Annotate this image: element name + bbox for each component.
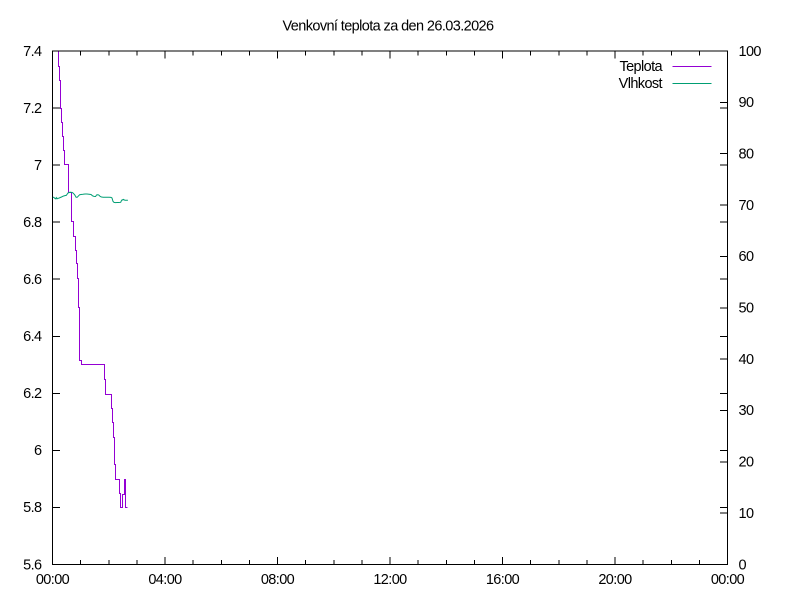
svg-text:04:00: 04:00: [148, 572, 182, 588]
svg-text:20:00: 20:00: [598, 572, 632, 588]
svg-text:90: 90: [739, 95, 754, 111]
svg-text:Venkovní teplota za den 26.03.: Venkovní teplota za den 26.03.2026: [283, 19, 495, 35]
svg-text:00:00: 00:00: [36, 572, 70, 588]
svg-text:6.4: 6.4: [23, 329, 42, 345]
svg-text:0: 0: [739, 557, 747, 573]
svg-text:7: 7: [34, 158, 42, 174]
svg-text:5.6: 5.6: [23, 557, 42, 573]
svg-text:08:00: 08:00: [261, 572, 295, 588]
svg-text:50: 50: [739, 301, 754, 317]
svg-text:80: 80: [739, 147, 754, 163]
svg-text:12:00: 12:00: [373, 572, 407, 588]
svg-text:70: 70: [739, 198, 754, 214]
svg-text:00:00: 00:00: [711, 572, 745, 588]
svg-text:6.8: 6.8: [23, 215, 42, 231]
svg-text:20: 20: [739, 455, 754, 471]
svg-text:7.4: 7.4: [23, 44, 42, 60]
svg-text:6: 6: [34, 443, 42, 459]
svg-text:6.2: 6.2: [23, 386, 42, 402]
svg-text:40: 40: [739, 352, 754, 368]
svg-text:5.8: 5.8: [23, 500, 42, 516]
svg-text:7.2: 7.2: [23, 101, 42, 117]
svg-text:60: 60: [739, 249, 754, 265]
svg-text:16:00: 16:00: [486, 572, 520, 588]
svg-text:Teplota: Teplota: [619, 59, 663, 75]
svg-text:100: 100: [739, 44, 762, 60]
svg-text:6.6: 6.6: [23, 272, 42, 288]
svg-text:10: 10: [739, 506, 754, 522]
svg-text:Vlhkost: Vlhkost: [619, 76, 663, 92]
svg-text:30: 30: [739, 403, 754, 419]
